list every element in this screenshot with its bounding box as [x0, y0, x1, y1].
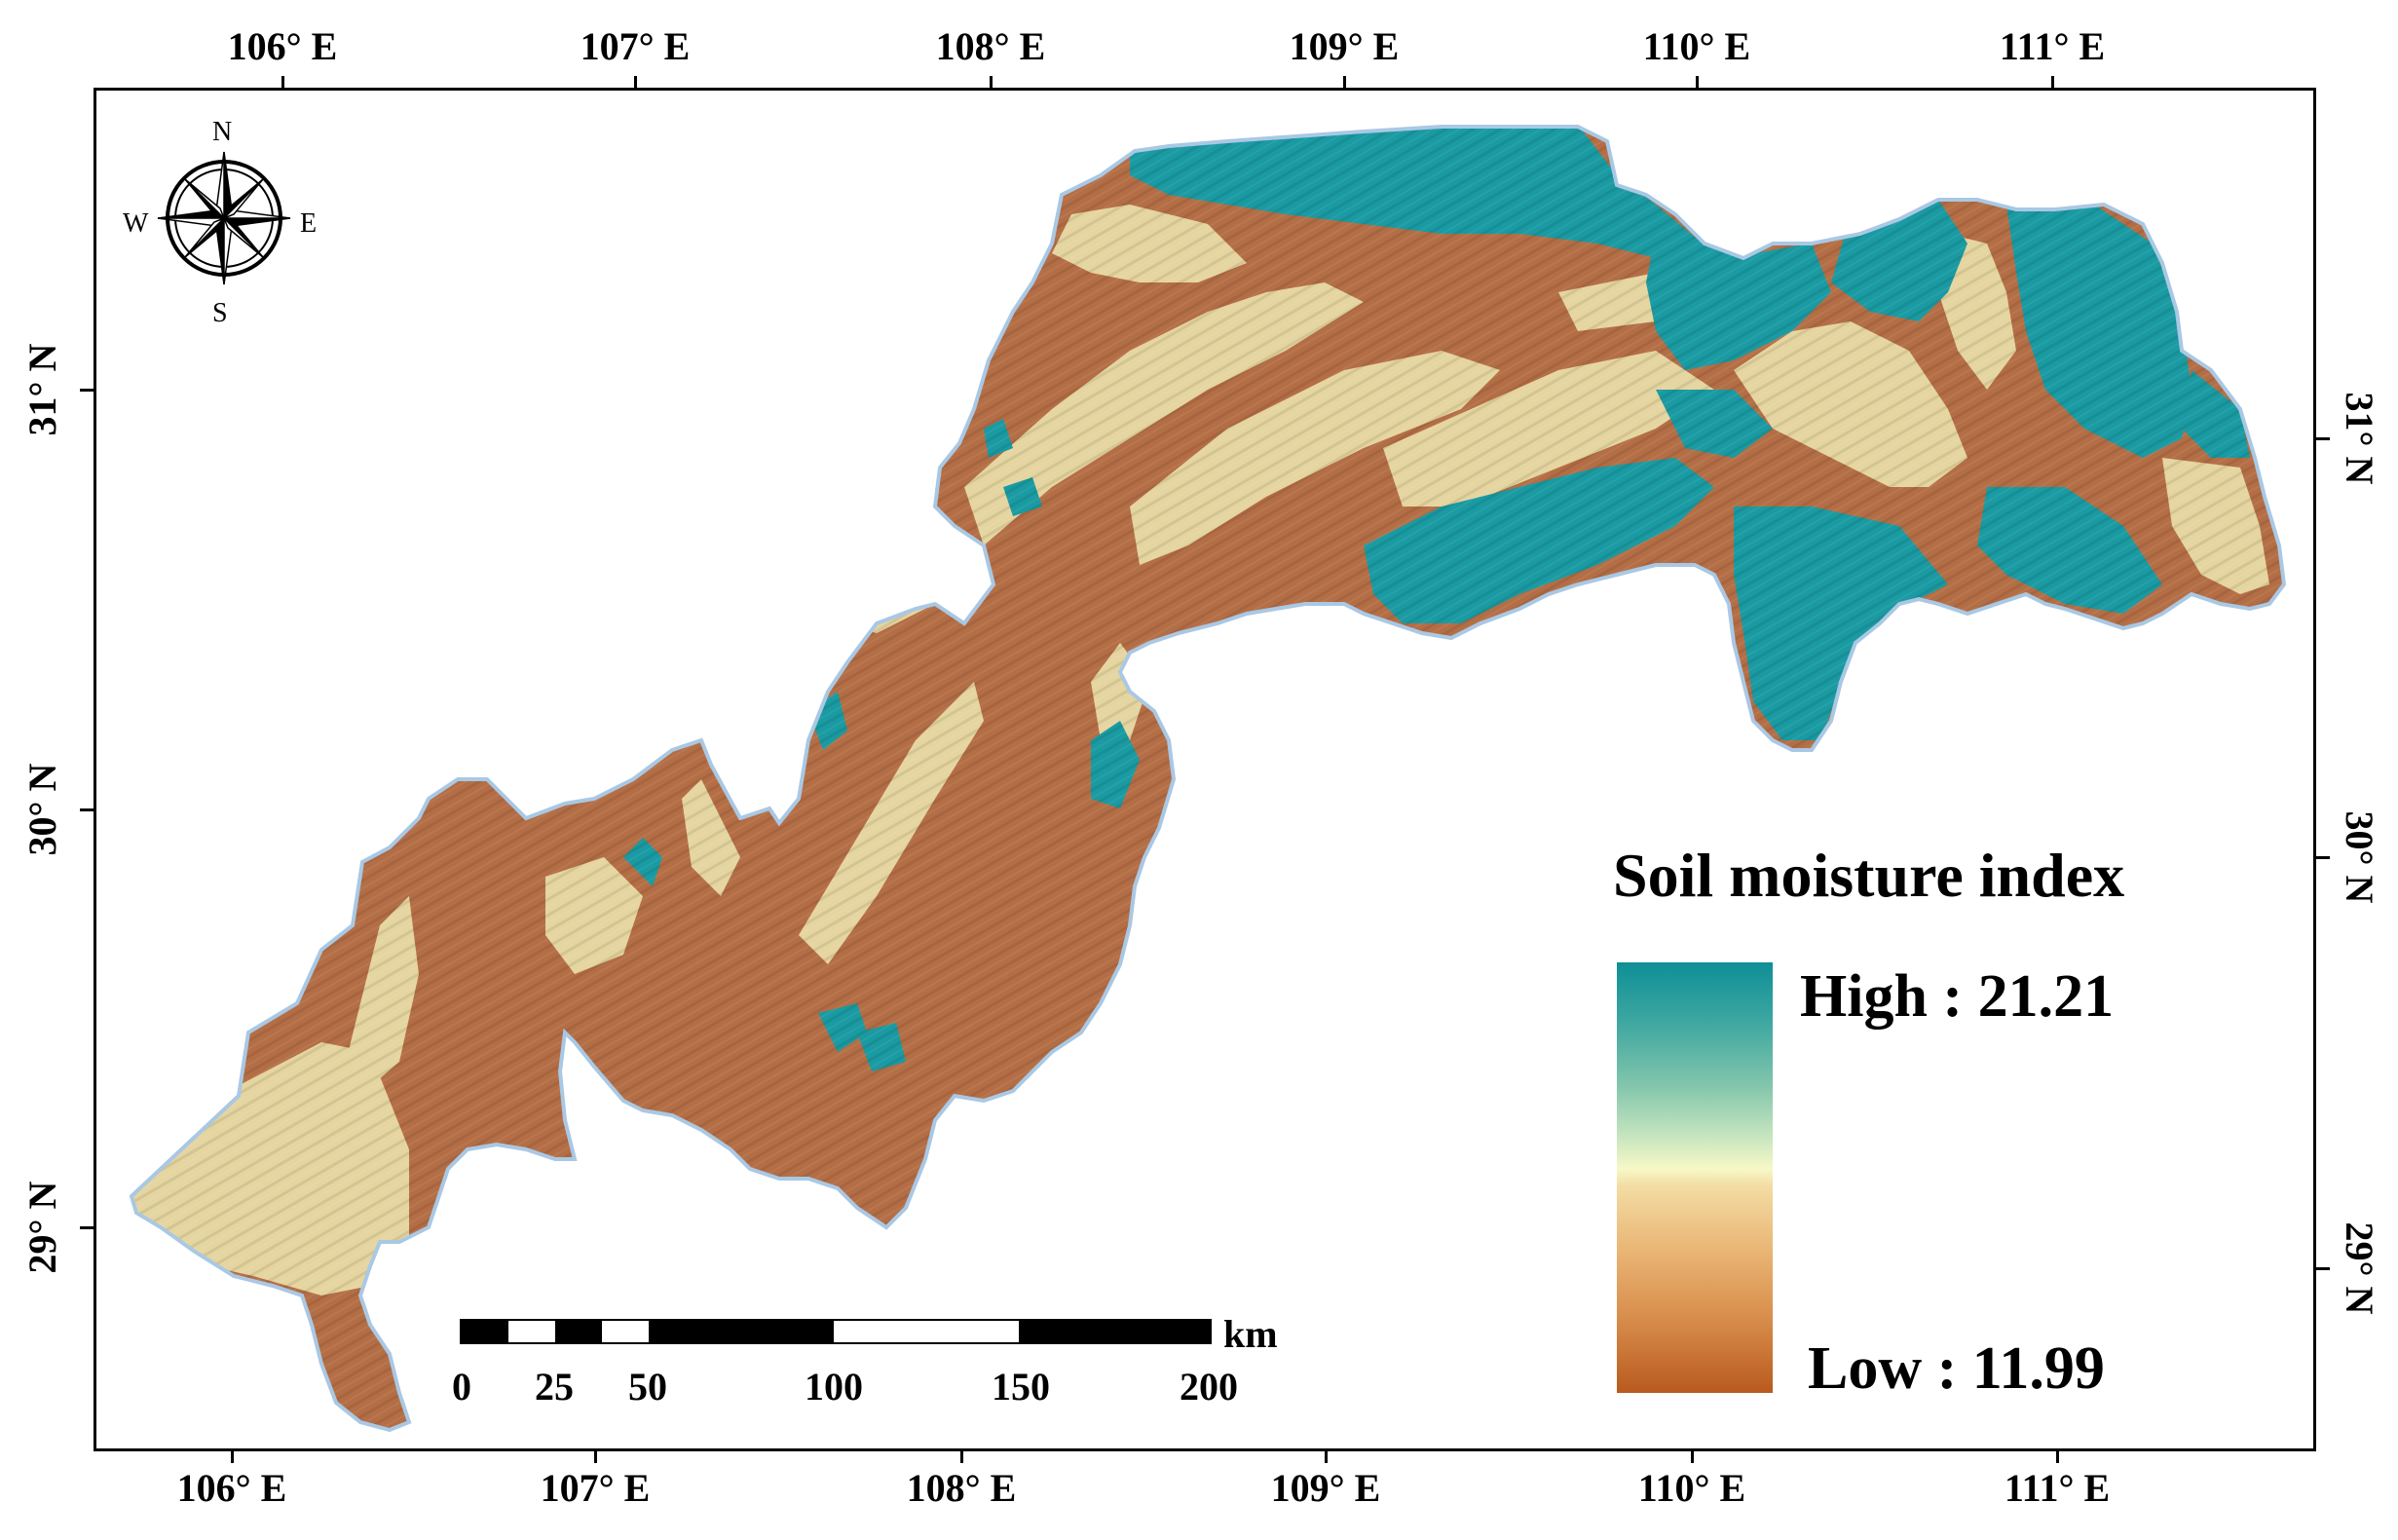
- bottom-lon-label-109: 109° E: [1270, 1466, 1381, 1510]
- scale-label-50: 50: [628, 1365, 667, 1409]
- compass-north-label: N: [212, 117, 233, 147]
- compass-rose: N S W E: [123, 117, 317, 331]
- compass-east-label: E: [300, 208, 318, 239]
- bottom-lon-label-111: 111° E: [2004, 1466, 2111, 1510]
- legend-title: Soil moisture index: [1613, 841, 2125, 910]
- scale-bar: [460, 1319, 1212, 1344]
- legend-low-label: Low : 11.99: [1808, 1335, 2105, 1402]
- top-lon-label-106: 106° E: [227, 24, 338, 68]
- bottom-lon-label-110: 110° E: [1637, 1466, 1746, 1510]
- scale-label-0: 0: [452, 1365, 471, 1409]
- bottom-lon-label-106: 106° E: [176, 1466, 287, 1510]
- compass-star-icon: [157, 151, 291, 285]
- compass-west-label: W: [123, 208, 149, 239]
- legend-high-label: High : 21.21: [1800, 963, 2115, 1030]
- scale-label-150: 150: [992, 1365, 1050, 1409]
- bottom-lon-label-107: 107° E: [540, 1466, 651, 1510]
- scale-label-100: 100: [805, 1365, 863, 1409]
- bottom-lon-label-108: 108° E: [906, 1466, 1017, 1510]
- scale-label-25: 25: [535, 1365, 574, 1409]
- top-lon-label-107: 107° E: [580, 24, 691, 68]
- top-lon-label-110: 110° E: [1642, 24, 1751, 68]
- map-frame: [94, 88, 2316, 1451]
- top-lon-label-108: 108° E: [935, 24, 1046, 68]
- top-lon-label-109: 109° E: [1289, 24, 1400, 68]
- top-lon-label-111: 111° E: [1999, 24, 2106, 68]
- compass-south-label: S: [212, 298, 228, 328]
- scale-bar-unit: km: [1223, 1312, 1278, 1356]
- legend-color-ramp: [1617, 962, 1773, 1393]
- scale-label-200: 200: [1180, 1365, 1238, 1409]
